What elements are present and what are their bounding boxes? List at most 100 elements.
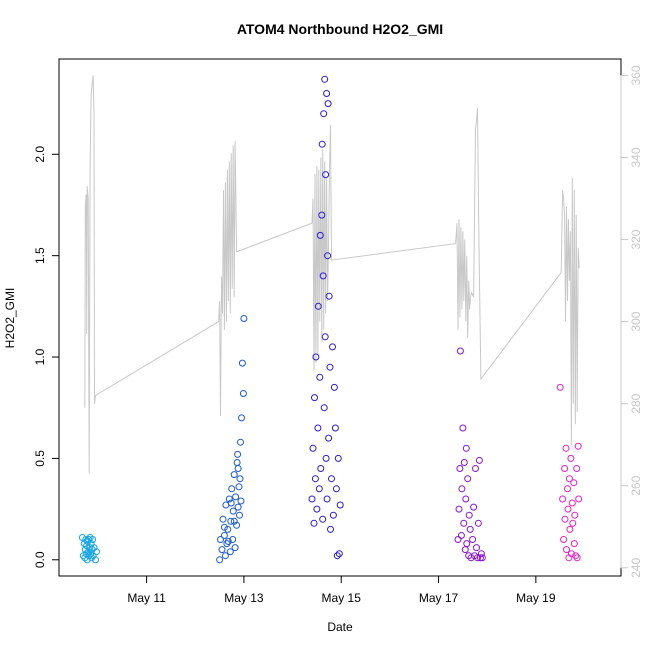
data-point bbox=[460, 459, 468, 466]
data-point bbox=[321, 75, 329, 83]
data-point bbox=[561, 465, 569, 472]
data-point bbox=[227, 499, 235, 507]
data-point bbox=[464, 475, 472, 483]
data-point bbox=[466, 525, 474, 533]
data-point bbox=[237, 497, 245, 505]
data-point bbox=[234, 465, 242, 472]
data-point bbox=[226, 548, 234, 556]
data-point bbox=[309, 444, 317, 452]
data-point bbox=[570, 540, 578, 548]
data-point bbox=[323, 495, 331, 503]
data-point bbox=[224, 525, 232, 533]
data-point bbox=[335, 550, 343, 558]
data-point bbox=[462, 495, 470, 503]
data-point bbox=[574, 442, 582, 450]
data-point bbox=[455, 505, 463, 513]
data-point bbox=[312, 353, 320, 361]
data-point bbox=[320, 110, 328, 118]
data-point bbox=[322, 171, 330, 179]
data-point bbox=[469, 536, 477, 543]
data-point bbox=[236, 475, 244, 483]
data-point bbox=[229, 536, 237, 543]
data-point bbox=[232, 493, 240, 501]
data-point bbox=[218, 546, 226, 554]
x-tick-label: May 19 bbox=[516, 591, 556, 605]
data-point bbox=[89, 536, 97, 543]
y-left-tick-label: 2.0 bbox=[33, 146, 47, 163]
right-axis: 240 260 280 300 320 340 360 bbox=[620, 65, 643, 578]
data-point bbox=[477, 550, 485, 558]
left-axis: 0.0 0.5 1.0 1.5 2.0 bbox=[33, 146, 60, 568]
plot-frame bbox=[58, 58, 622, 577]
y-right-tick-label: 320 bbox=[629, 229, 643, 249]
data-point bbox=[573, 554, 581, 562]
data-point bbox=[475, 456, 483, 464]
data-point bbox=[224, 538, 232, 545]
data-point bbox=[78, 534, 86, 541]
data-point bbox=[571, 511, 579, 519]
y-right-tick-label: 340 bbox=[629, 147, 643, 167]
data-point bbox=[325, 292, 333, 300]
data-point bbox=[456, 347, 464, 355]
data-point bbox=[324, 252, 332, 260]
data-point bbox=[325, 434, 333, 442]
data-point bbox=[220, 523, 228, 531]
x-axis-label: Date bbox=[327, 620, 353, 634]
data-point bbox=[317, 465, 325, 472]
data-point bbox=[456, 465, 464, 472]
y-left-tick-label: 1.5 bbox=[33, 247, 47, 264]
data-point bbox=[573, 465, 581, 472]
data-point bbox=[327, 525, 334, 533]
data-point bbox=[237, 438, 244, 446]
data-point bbox=[328, 475, 335, 483]
data-point bbox=[88, 554, 96, 562]
data-point bbox=[454, 536, 462, 543]
data-point bbox=[324, 100, 332, 108]
secondary-line-series bbox=[84, 75, 580, 474]
data-point bbox=[562, 444, 570, 452]
data-point bbox=[326, 363, 334, 371]
y-left-tick-label: 0.5 bbox=[33, 450, 47, 467]
data-point bbox=[474, 554, 481, 562]
y-axis-label: H2O2_GMI bbox=[3, 288, 17, 349]
data-point bbox=[563, 546, 570, 554]
data-point bbox=[229, 507, 237, 515]
data-point bbox=[472, 465, 479, 472]
data-point bbox=[332, 485, 340, 493]
data-point bbox=[313, 505, 321, 513]
data-point bbox=[330, 383, 338, 391]
y-right-tick-label: 240 bbox=[629, 557, 643, 577]
data-point bbox=[474, 519, 482, 527]
data-point bbox=[568, 499, 576, 507]
data-point bbox=[320, 404, 328, 412]
data-point bbox=[239, 390, 247, 397]
y-right-tick-label: 280 bbox=[629, 393, 643, 413]
data-point bbox=[318, 211, 326, 219]
data-point bbox=[233, 459, 241, 466]
data-point bbox=[238, 414, 245, 422]
data-point bbox=[318, 140, 326, 148]
x-tick-label: May 17 bbox=[419, 591, 459, 605]
data-point bbox=[228, 485, 236, 493]
data-point bbox=[459, 424, 467, 432]
y-right-tick-label: 300 bbox=[629, 311, 643, 331]
data-point bbox=[316, 231, 324, 239]
data-point bbox=[240, 315, 248, 322]
data-point bbox=[319, 272, 327, 280]
data-point bbox=[315, 485, 323, 493]
data-point bbox=[83, 556, 91, 564]
data-point bbox=[566, 525, 574, 533]
data-point bbox=[561, 515, 569, 523]
data-point bbox=[564, 485, 571, 493]
data-point bbox=[460, 519, 468, 527]
data-point bbox=[478, 554, 486, 562]
data-point bbox=[565, 475, 573, 483]
data-point bbox=[311, 475, 319, 483]
y-left-tick-label: 0.0 bbox=[33, 551, 47, 568]
data-point bbox=[216, 556, 224, 564]
data-point bbox=[238, 359, 246, 367]
data-point bbox=[308, 495, 316, 503]
chart-title: ATOM4 Northbound H2O2_GMI bbox=[237, 21, 443, 37]
data-point bbox=[470, 503, 478, 511]
